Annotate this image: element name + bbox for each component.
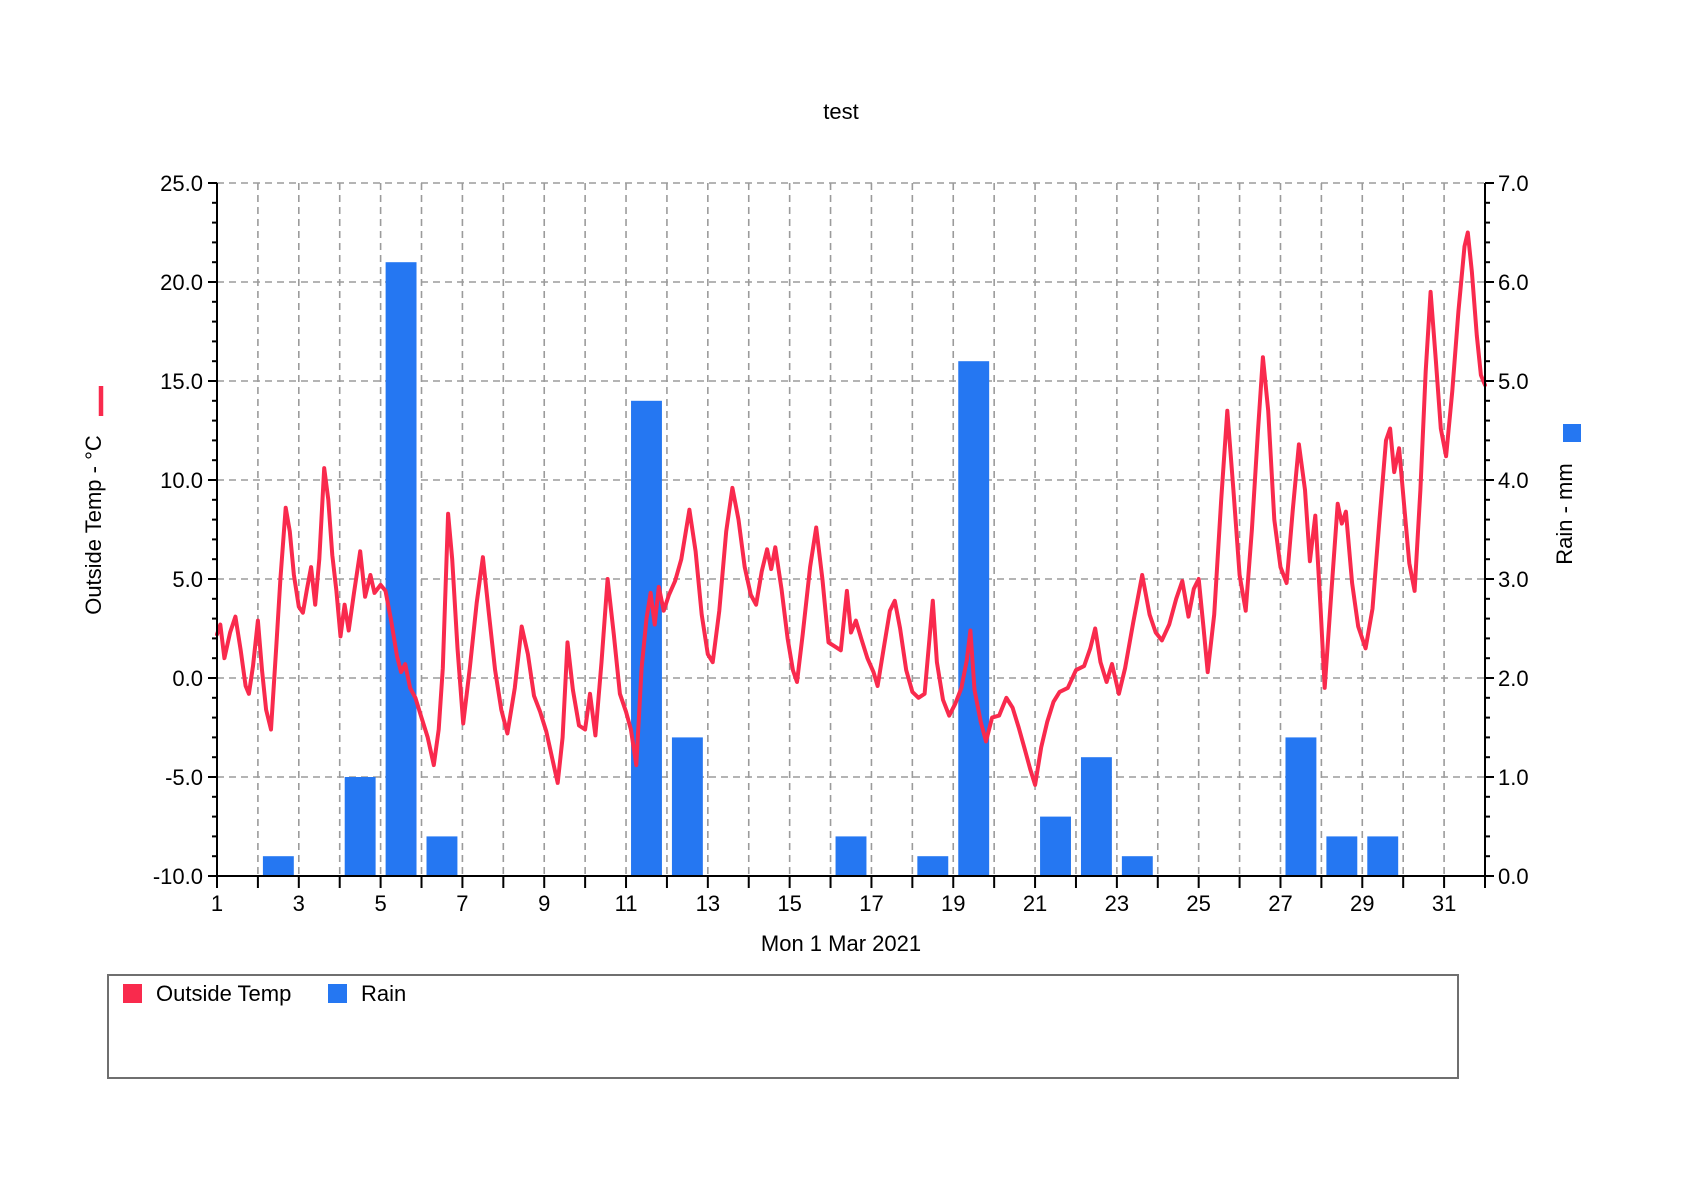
rain-bar	[344, 777, 376, 876]
temp-line-path	[215, 230, 1487, 787]
chart-title: test	[823, 99, 858, 124]
x-tick-label: 17	[859, 891, 883, 916]
x-tick-label: 31	[1432, 891, 1456, 916]
rain-bar	[1080, 757, 1112, 876]
x-tick-label: 9	[538, 891, 550, 916]
x-tick-label: 7	[456, 891, 468, 916]
rain-bar	[958, 361, 990, 876]
left-tick-label: 5.0	[172, 567, 203, 592]
rain-bar	[1121, 856, 1153, 876]
rain-bar	[835, 836, 867, 876]
left-tick-label: 10.0	[160, 468, 203, 493]
right-axis-title: Rain - mm	[1552, 424, 1581, 565]
rain-series-swatch-icon	[1563, 424, 1581, 442]
right-tick-label: 3.0	[1498, 567, 1529, 592]
rain-bar	[671, 737, 703, 876]
tick-labels: 25.020.015.010.05.00.0-5.0-10.07.06.05.0…	[153, 171, 1529, 916]
right-tick-label: 0.0	[1498, 864, 1529, 889]
x-tick-label: 23	[1105, 891, 1129, 916]
x-tick-label: 13	[696, 891, 720, 916]
legend-swatch-outside-temp	[123, 984, 142, 1003]
x-tick-label: 11	[615, 891, 638, 916]
right-tick-label: 2.0	[1498, 666, 1529, 691]
x-tick-label: 15	[777, 891, 801, 916]
rain-bar	[385, 262, 417, 876]
x-tick-label: 21	[1023, 891, 1047, 916]
left-tick-label: 0.0	[172, 666, 203, 691]
left-tick-label: 25.0	[160, 171, 203, 196]
axes	[208, 182, 1494, 888]
right-tick-label: 4.0	[1498, 468, 1529, 493]
rain-bar	[1326, 836, 1358, 876]
left-tick-label: -5.0	[165, 765, 203, 790]
rain-bar	[1285, 737, 1317, 876]
rain-bar	[917, 856, 949, 876]
rain-bar	[1040, 816, 1071, 876]
x-tick-label: 27	[1268, 891, 1292, 916]
right-tick-label: 1.0	[1498, 765, 1529, 790]
x-axis-title: Mon 1 Mar 2021	[761, 931, 921, 956]
right-tick-label: 7.0	[1498, 171, 1529, 196]
x-tick-label: 5	[374, 891, 386, 916]
legend-label-outside-temp: Outside Temp	[156, 981, 291, 1006]
x-tick-label: 1	[211, 891, 223, 916]
left-tick-label: -10.0	[153, 864, 203, 889]
rain-bar	[262, 856, 294, 876]
left-tick-label: 20.0	[160, 270, 203, 295]
left-axis-title-text: Outside Temp - °C	[81, 435, 106, 615]
rain-bar	[426, 836, 458, 876]
x-tick-label: 25	[1186, 891, 1210, 916]
legend-box	[107, 974, 1459, 1079]
x-tick-label: 29	[1350, 891, 1374, 916]
x-tick-label: 3	[293, 891, 305, 916]
left-tick-label: 15.0	[160, 369, 203, 394]
right-tick-label: 6.0	[1498, 270, 1529, 295]
right-tick-label: 5.0	[1498, 369, 1529, 394]
left-axis-title: Outside Temp - °C	[81, 386, 106, 615]
legend: Outside Temp Rain	[107, 974, 1459, 1079]
rain-bar	[1367, 836, 1399, 876]
temp-line	[215, 230, 1487, 787]
right-axis-title-text: Rain - mm	[1552, 463, 1577, 564]
legend-label-rain: Rain	[361, 981, 406, 1006]
x-tick-label: 19	[941, 891, 965, 916]
legend-swatch-rain	[328, 984, 347, 1003]
